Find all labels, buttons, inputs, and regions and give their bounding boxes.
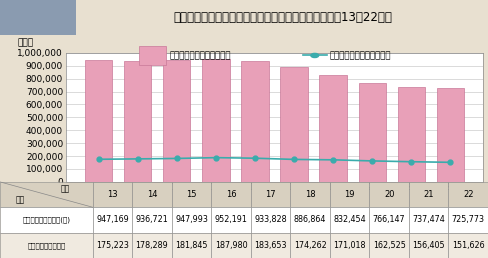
Text: 13: 13 (107, 190, 118, 199)
Bar (211, 207, 251, 233)
Text: 171,018: 171,018 (333, 241, 366, 250)
Text: 832,454: 832,454 (333, 215, 366, 224)
Bar (172, 182, 211, 207)
Text: 15: 15 (186, 190, 197, 199)
Text: 18: 18 (305, 190, 315, 199)
Text: 全交通事故発生件数(件): 全交通事故発生件数(件) (22, 217, 70, 223)
Bar (369, 233, 409, 258)
Text: 725,773: 725,773 (452, 215, 485, 224)
Bar (448, 233, 488, 258)
Bar (0, 182, 93, 207)
Bar (251, 207, 290, 233)
Bar (202, 59, 229, 182)
Text: 766,147: 766,147 (373, 215, 406, 224)
Bar (251, 233, 290, 258)
Text: 20: 20 (384, 190, 394, 199)
Text: 14: 14 (147, 190, 157, 199)
Bar (409, 182, 448, 207)
Bar (211, 233, 251, 258)
Bar (93, 233, 132, 258)
Bar (290, 182, 330, 207)
Bar (163, 60, 190, 182)
Bar (0, 207, 93, 233)
Bar (320, 75, 347, 182)
Bar (409, 233, 448, 258)
Text: 交通事故発生件数と自転車関連事故件数の推移（平成13〜22年）: 交通事故発生件数と自転車関連事故件数の推移（平成13〜22年） (174, 11, 392, 24)
Bar (211, 182, 251, 207)
Bar (290, 233, 330, 258)
Text: 156,405: 156,405 (412, 241, 445, 250)
Text: 自転車関連事故件数（件）: 自転車関連事故件数（件） (329, 51, 391, 60)
Text: 187,980: 187,980 (215, 241, 247, 250)
Text: 区分: 区分 (16, 196, 25, 205)
Bar (281, 68, 308, 182)
Bar (330, 207, 369, 233)
Bar (251, 182, 290, 207)
Bar (132, 182, 172, 207)
Text: 自転車関連事故件数: 自転車関連事故件数 (27, 242, 65, 249)
Bar (132, 207, 172, 233)
Bar (409, 207, 448, 233)
Text: 737,474: 737,474 (412, 215, 445, 224)
Bar (124, 61, 151, 182)
Bar (369, 207, 409, 233)
Text: 図3-8: 図3-8 (22, 11, 53, 24)
Text: 183,653: 183,653 (254, 241, 287, 250)
Bar (0, 233, 93, 258)
Bar (448, 207, 488, 233)
Bar (85, 60, 112, 182)
Bar (290, 207, 330, 233)
Text: 936,721: 936,721 (136, 215, 168, 224)
Bar (172, 233, 211, 258)
Bar (369, 182, 409, 207)
Text: 21: 21 (424, 190, 434, 199)
Text: 178,289: 178,289 (136, 241, 168, 250)
Text: （件）: （件） (18, 39, 34, 48)
Text: 17: 17 (265, 190, 276, 199)
Bar (241, 61, 268, 182)
Text: 952,191: 952,191 (215, 215, 247, 224)
Text: 947,169: 947,169 (96, 215, 129, 224)
Bar (330, 182, 369, 207)
Bar (172, 207, 211, 233)
Text: 22: 22 (463, 190, 473, 199)
Text: 886,864: 886,864 (294, 215, 326, 224)
Bar (359, 83, 386, 182)
Text: 175,223: 175,223 (96, 241, 129, 250)
Text: 174,262: 174,262 (294, 241, 326, 250)
Text: 年次: 年次 (61, 184, 69, 194)
Bar (448, 182, 488, 207)
Bar (93, 207, 132, 233)
Bar (398, 87, 425, 182)
Bar (330, 233, 369, 258)
Text: 181,845: 181,845 (175, 241, 208, 250)
Text: 全交通事故発生件数（件）: 全交通事故発生件数（件） (169, 51, 231, 60)
Text: 947,993: 947,993 (175, 215, 208, 224)
Bar (132, 233, 172, 258)
Text: 151,626: 151,626 (452, 241, 485, 250)
Bar (437, 88, 464, 182)
Bar (93, 182, 132, 207)
Text: 19: 19 (345, 190, 355, 199)
Text: 933,828: 933,828 (254, 215, 287, 224)
Text: 162,525: 162,525 (373, 241, 406, 250)
Text: 16: 16 (226, 190, 236, 199)
